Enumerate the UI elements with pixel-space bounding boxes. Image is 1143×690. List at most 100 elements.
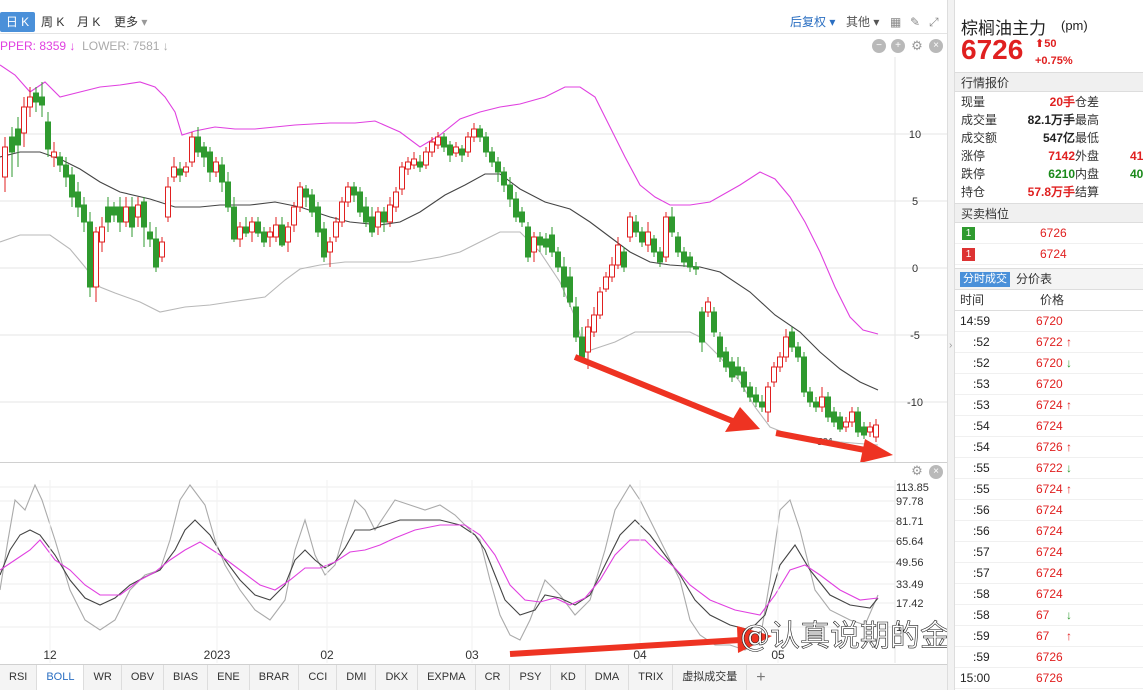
tick-time: :53 bbox=[973, 377, 990, 391]
candle-body bbox=[627, 216, 633, 238]
tick-time: :58 bbox=[973, 608, 990, 622]
tab-rsi[interactable]: RSI bbox=[0, 665, 38, 690]
gear-icon[interactable]: ⚙ bbox=[911, 463, 923, 478]
tick-time: 15:00 bbox=[960, 671, 991, 685]
candle-body bbox=[87, 221, 93, 288]
other-dropdown[interactable]: 其他 ▾ bbox=[846, 15, 880, 29]
tab-dkx[interactable]: DKX bbox=[376, 665, 419, 690]
candle-body bbox=[537, 236, 543, 246]
quote-label: 涨停 bbox=[961, 149, 986, 163]
candle-body bbox=[267, 231, 273, 238]
close-icon[interactable]: × bbox=[929, 39, 943, 53]
arrow-down-icon: ↓ bbox=[69, 39, 76, 53]
tab-dma[interactable]: DMA bbox=[586, 665, 630, 690]
kd-indicator-chart[interactable]: 113.85 97.78 81.71 65.64 49.56 33.49 17.42 1. 1… bbox=[0, 480, 947, 663]
chevron-down-icon: ▾ bbox=[829, 15, 836, 29]
watermark: @认真说期的金融人 bbox=[740, 619, 947, 654]
tick-price: 6720 bbox=[1036, 356, 1063, 370]
tab-trix[interactable]: TRIX bbox=[629, 665, 674, 690]
candle-body bbox=[363, 206, 369, 223]
quote-label: 结算 bbox=[1075, 185, 1100, 199]
candle-body bbox=[855, 411, 861, 433]
candle-body bbox=[147, 231, 153, 240]
candle-body bbox=[321, 228, 327, 258]
candle-body bbox=[693, 266, 699, 270]
expand-icon[interactable]: › bbox=[949, 340, 953, 351]
candle-body bbox=[63, 164, 69, 178]
chevron-down-icon: ▾ bbox=[141, 15, 148, 29]
y-tick-label: 5 bbox=[912, 196, 918, 208]
period-toolbar: 日 K 周 K 月 K 更多 ▾ 后复权 ▾ 其他 ▾ ▦ ✎ ⤢ bbox=[0, 0, 947, 34]
candle-body bbox=[765, 386, 771, 413]
sub-indicator-header: ⚙ × bbox=[0, 462, 947, 480]
tab-kd[interactable]: KD bbox=[551, 665, 586, 690]
candle-body bbox=[225, 181, 231, 208]
tab-month-k[interactable]: 月 K bbox=[77, 15, 101, 29]
candle-body bbox=[93, 231, 99, 288]
candle-body bbox=[819, 396, 825, 408]
tab-brar[interactable]: BRAR bbox=[250, 665, 300, 690]
candle-body bbox=[99, 226, 105, 243]
candle-body bbox=[129, 206, 135, 228]
candle-body bbox=[759, 401, 765, 408]
boll-mid-band bbox=[0, 151, 879, 391]
tab-bias[interactable]: BIAS bbox=[164, 665, 209, 690]
gear-icon[interactable]: ⚙ bbox=[911, 38, 923, 53]
candle-body bbox=[195, 136, 201, 153]
tab-week-k[interactable]: 周 K bbox=[41, 15, 65, 29]
candle-body bbox=[591, 314, 597, 333]
candle-body bbox=[429, 141, 435, 153]
tab-dmi[interactable]: DMI bbox=[337, 665, 377, 690]
sub-y-tick-label: 97.78 bbox=[896, 496, 924, 508]
tab-cr[interactable]: CR bbox=[476, 665, 511, 690]
close-icon[interactable]: × bbox=[929, 465, 943, 479]
tick-price: 6724 bbox=[1036, 398, 1063, 412]
tab-price-table[interactable]: 分价表 bbox=[1016, 272, 1053, 286]
candle-body bbox=[723, 351, 729, 368]
candle-body bbox=[465, 136, 471, 153]
panel-divider[interactable]: › bbox=[947, 0, 955, 690]
candle-body bbox=[651, 238, 657, 253]
candle-body bbox=[483, 136, 489, 153]
candle-body bbox=[489, 151, 495, 163]
candle-body bbox=[369, 216, 375, 233]
x-tick-label: 02 bbox=[320, 648, 334, 662]
tab-cci[interactable]: CCI bbox=[299, 665, 338, 690]
candle-body bbox=[261, 231, 267, 243]
tab-wr[interactable]: WR bbox=[84, 665, 122, 690]
tick-price: 6724 bbox=[1036, 524, 1063, 538]
minus-icon[interactable]: − bbox=[872, 39, 886, 53]
pen-icon[interactable]: ✎ bbox=[910, 15, 921, 29]
tab-虚拟成交量[interactable]: 虚拟成交量 bbox=[673, 665, 748, 690]
add-tab-icon[interactable]: + bbox=[756, 669, 766, 686]
tab-day-k[interactable]: 日 K bbox=[0, 12, 35, 32]
grid-icon[interactable]: ▦ bbox=[890, 15, 902, 29]
tick-time: :59 bbox=[973, 629, 990, 643]
plus-icon[interactable]: + bbox=[891, 39, 905, 53]
tab-more[interactable]: 更多 ▾ bbox=[114, 15, 148, 29]
candle-body bbox=[27, 96, 33, 108]
quote-label: 仓差 bbox=[1075, 95, 1100, 109]
candle-body bbox=[741, 371, 747, 388]
candle-body bbox=[237, 226, 243, 240]
tab-expma[interactable]: EXPMA bbox=[418, 665, 476, 690]
tab-tick-trades[interactable]: 分时成交 bbox=[960, 272, 1010, 287]
tab-obv[interactable]: OBV bbox=[122, 665, 165, 690]
y-tick-label: 0 bbox=[912, 263, 918, 275]
arrow-up-icon: ↑ bbox=[1066, 398, 1072, 412]
depth-price: 6724 bbox=[1040, 247, 1067, 261]
tab-psy[interactable]: PSY bbox=[510, 665, 552, 690]
fullscreen-icon[interactable]: ⤢ bbox=[929, 15, 939, 29]
candle-body bbox=[123, 206, 129, 223]
tab-ene[interactable]: ENE bbox=[208, 665, 250, 690]
tab-boll[interactable]: BOLL bbox=[37, 665, 85, 690]
tick-price: 6724 bbox=[1036, 419, 1063, 433]
candle-body bbox=[39, 96, 45, 106]
candle-body bbox=[309, 194, 315, 213]
restore-rights-dropdown[interactable]: 后复权 ▾ bbox=[790, 15, 836, 29]
candle-body bbox=[807, 391, 813, 403]
candle-body bbox=[447, 144, 453, 156]
candle-body bbox=[453, 146, 459, 154]
trend-arrow bbox=[573, 354, 760, 432]
